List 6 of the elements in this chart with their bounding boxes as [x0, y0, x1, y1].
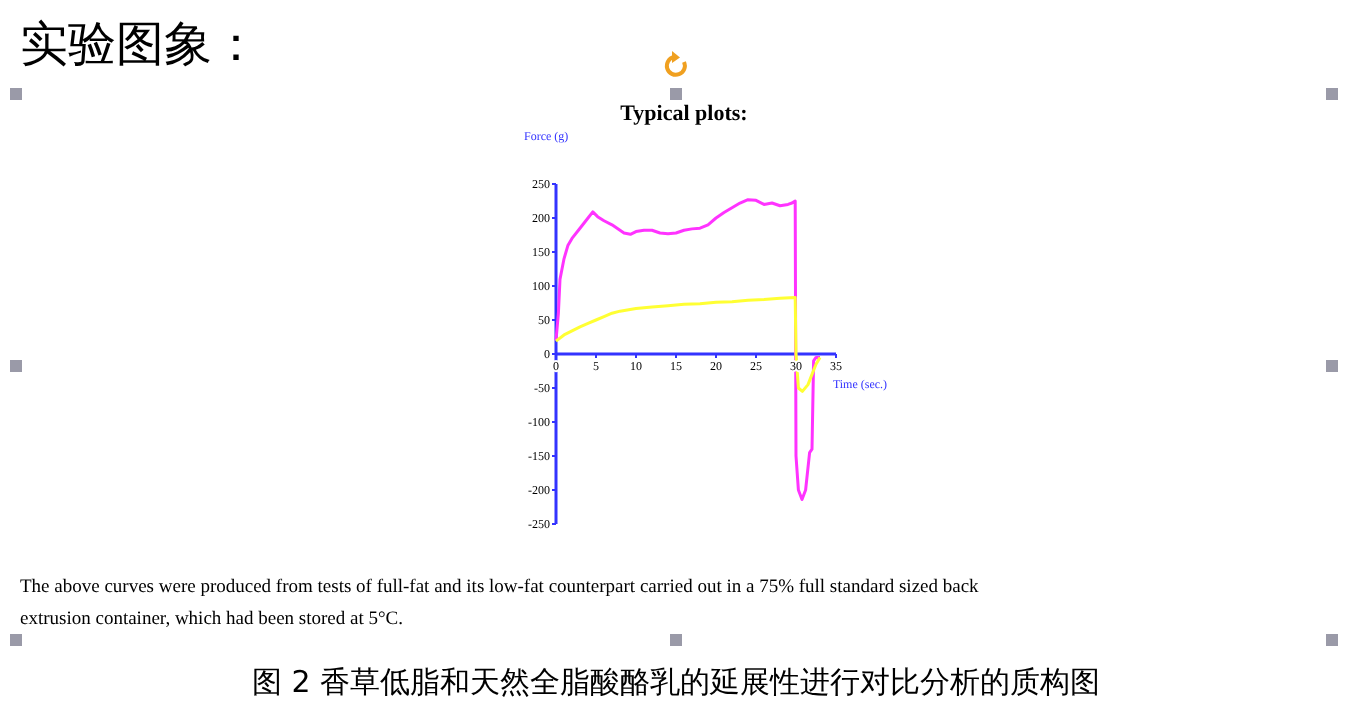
chart-title: Typical plots: [620, 102, 748, 126]
text: 实验图象： [20, 16, 260, 72]
caption: 图 2 香草低脂和天然全脂酸酪乳的延展性进行对比分析的质构图 [251, 664, 1101, 700]
line-series [554, 198, 822, 502]
line-series [554, 296, 822, 393]
text: The above curves were produced from tests of full-fat and its low-fat counterpart carried out in a 75% full standard sized back extrusion container, which had been stored at 5°C. [20, 578, 980, 630]
